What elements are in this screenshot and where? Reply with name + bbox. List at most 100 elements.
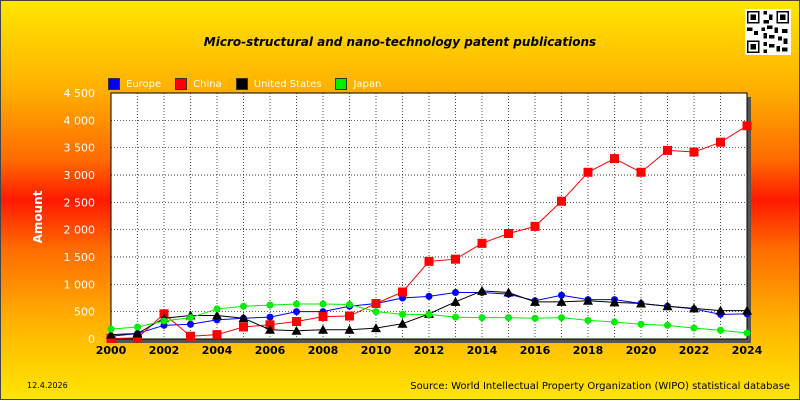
data-point-united-states [477,285,487,295]
data-point-japan [717,326,724,334]
data-point-china [424,256,434,266]
x-tick-label: 2018 [573,344,604,357]
data-point-japan [187,314,194,322]
data-point-china [583,167,593,177]
data-point-japan [611,318,618,326]
data-point-europe [293,308,300,316]
data-point-china [318,312,328,322]
y-tick-label: 3 500 [64,142,96,155]
data-point-china [345,311,354,321]
y-tick-label: 2 500 [64,196,96,209]
legend: Europe China United States Japan [108,78,395,90]
x-tick-label: 2016 [520,344,551,357]
qr-code-icon [745,9,791,55]
data-point-united-states [636,298,646,308]
legend-label-united-states: United States [253,78,322,90]
data-point-united-states [397,318,408,328]
y-tick-label: 1 500 [64,251,96,264]
data-point-europe [266,313,274,321]
legend-swatch-china [175,78,188,90]
legend-label-europe: Europe [126,78,162,90]
x-tick-label: 2014 [467,344,498,357]
legend-item-japan: Japan [335,78,381,90]
x-tick-label: 2020 [626,344,657,357]
source-note: Source: World Intellectual Property Orga… [410,381,790,392]
y-tick-label: 4 500 [64,87,96,100]
chart-title: Micro-structural and nano-technology pat… [203,35,597,49]
data-point-china [371,298,381,308]
x-tick-label: 2000 [96,344,127,357]
data-point-united-states [265,324,275,334]
data-point-united-states [689,303,699,313]
data-point-united-states [742,305,752,315]
data-point-japan [425,310,433,318]
x-tick-label: 2012 [414,344,445,357]
data-point-japan [107,325,115,333]
x-tick-label: 2006 [255,344,286,357]
data-point-china [663,145,672,155]
date-stamp: 12.4.2026 [27,381,68,390]
legend-item-united-states: United States [235,78,322,90]
data-point-japan [372,308,380,316]
data-point-japan [213,305,221,313]
data-point-china [451,254,460,264]
data-point-united-states [106,329,116,339]
data-point-china [610,154,619,164]
data-point-europe [187,320,194,328]
legend-swatch-united-states [235,78,248,90]
legend-swatch-japan [335,78,348,90]
data-point-united-states [715,305,726,315]
data-point-united-states [609,297,620,307]
y-tick-label: 1 000 [64,278,96,291]
data-point-united-states [530,296,540,306]
data-point-japan [266,301,274,309]
data-point-europe [558,291,565,299]
data-point-united-states [371,323,381,333]
x-tick-label: 2010 [361,344,392,357]
data-point-japan [240,302,247,310]
data-point-china [716,137,725,147]
x-tick-label: 2008 [308,344,339,357]
data-point-japan [558,314,565,322]
x-tick-label: 2002 [149,344,180,357]
data-point-united-states [450,296,461,306]
data-point-united-states [583,295,593,305]
legend-label-japan: Japan [353,78,382,90]
legend-item-china: China [175,78,222,90]
data-point-china [636,167,646,177]
data-point-china [477,238,487,248]
data-point-japan [690,324,698,332]
data-point-china [504,228,513,238]
x-tick-label: 2004 [202,344,233,357]
data-point-united-states [556,296,567,306]
data-point-japan [584,316,592,324]
data-point-united-states [344,324,355,334]
data-point-japan [452,313,459,321]
data-point-europe [425,292,433,300]
data-point-china [239,322,248,332]
data-point-china [557,196,566,206]
x-tick-label: 2024 [732,344,763,357]
data-point-united-states [662,301,673,311]
data-point-japan [743,329,751,337]
y-tick-label: 0 [88,333,95,346]
data-point-united-states [238,313,249,323]
y-tick-label: 3 000 [64,169,96,182]
y-tick-label: 4 000 [64,114,96,127]
data-point-japan [319,300,327,308]
data-point-china [530,221,540,231]
data-point-japan [505,314,512,322]
data-point-japan [134,323,141,331]
data-point-united-states [132,328,143,338]
data-point-china [186,331,195,341]
x-tick-label: 2022 [679,344,710,357]
data-point-japan [399,310,406,318]
data-point-japan [637,320,645,328]
data-point-japan [531,314,539,322]
data-point-japan [664,321,671,329]
data-point-china [398,287,407,297]
data-point-united-states [318,324,328,334]
legend-item-europe: Europe [108,78,161,90]
data-point-china [212,330,222,340]
